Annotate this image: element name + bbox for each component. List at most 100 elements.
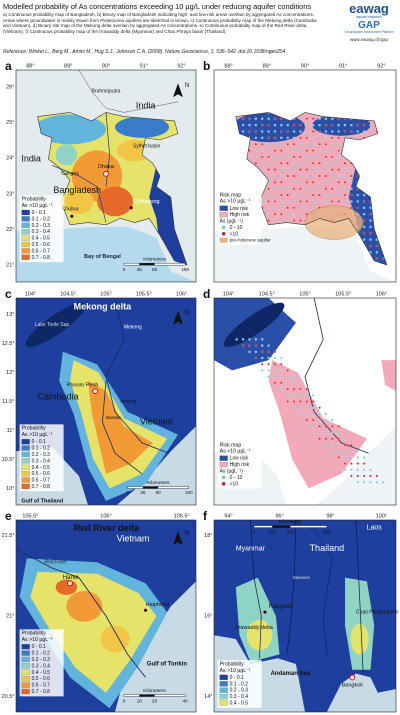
capital-marker — [92, 388, 99, 395]
sample-dot — [286, 142, 289, 146]
legend-swatch — [219, 700, 228, 706]
sample-dot — [311, 123, 315, 127]
sample-dot — [299, 400, 302, 403]
sample-dot — [241, 344, 245, 347]
legend-label: Low risk — [230, 206, 249, 212]
sample-dot — [311, 425, 315, 428]
sample-dot — [337, 155, 340, 159]
sample-dot — [318, 174, 321, 178]
place-label: India — [21, 153, 41, 163]
sample-dot — [337, 130, 340, 133]
sample-dot — [311, 149, 315, 152]
latitude-label: 23° — [6, 191, 14, 197]
map-frame — [213, 519, 397, 713]
legend-label: 0.7 - 0.8 — [32, 689, 51, 695]
place-label: Salween — [293, 575, 311, 580]
sample-dot — [261, 356, 264, 360]
map-frame — [15, 69, 197, 283]
sample-dot — [362, 462, 366, 465]
scale-label: 50 — [156, 490, 162, 495]
north-label: N — [185, 310, 189, 316]
map-area — [100, 625, 130, 653]
sample-dot — [286, 123, 289, 127]
legend-swatch — [219, 681, 228, 687]
sample-dot — [280, 206, 283, 209]
sample-dot — [362, 123, 366, 127]
sample-dot — [369, 244, 372, 248]
longitude-label: 88° — [224, 63, 232, 69]
north-label: N — [185, 531, 189, 537]
sample-dot — [331, 449, 334, 453]
legend-subtitle: As >10 µgL⁻¹ — [220, 668, 251, 674]
latitude-label: 20.5° — [2, 694, 15, 700]
outline — [235, 112, 388, 266]
sample-dot — [305, 400, 309, 403]
sample-dot — [337, 456, 340, 459]
sample-dot — [280, 181, 283, 184]
legend-dot — [221, 232, 226, 236]
legend-label: 0.4 - 0.5 — [32, 465, 51, 471]
sample-dot — [318, 412, 321, 416]
sample-dot — [324, 117, 328, 120]
sample-dot — [318, 425, 321, 428]
legend-title: Probability — [22, 631, 47, 637]
sample-dot — [318, 193, 321, 197]
city-marker — [263, 610, 267, 614]
sample-dot — [305, 123, 309, 127]
map-area — [37, 114, 106, 145]
scale-title: Kilometers — [143, 256, 166, 262]
legend-swatch — [21, 682, 30, 688]
sample-dot — [267, 350, 270, 354]
sample-dot — [267, 136, 270, 140]
sample-dot — [292, 130, 296, 133]
longitude-label: 105° — [100, 291, 111, 297]
sample-dot — [292, 219, 296, 222]
sample-dot — [254, 130, 258, 133]
sample-dot — [235, 338, 238, 341]
map-area — [97, 186, 133, 217]
sample-dot — [254, 117, 258, 120]
sample-dot — [292, 187, 296, 190]
legend-label: 0.6 - 0.7 — [32, 683, 51, 689]
sample-dot — [311, 400, 315, 403]
sample-dot — [375, 251, 379, 254]
sample-dot — [369, 130, 372, 133]
capital-marker — [67, 580, 73, 587]
sample-dot — [280, 174, 283, 178]
sample-dot — [305, 181, 309, 184]
sample-dot — [337, 162, 340, 165]
sample-dot — [267, 356, 270, 360]
sample-dot — [267, 200, 270, 203]
sample-dot — [305, 130, 309, 133]
sample-dot — [286, 149, 289, 152]
sample-dot — [343, 168, 347, 171]
place-label: Cambodia — [38, 392, 79, 402]
sample-dot — [280, 187, 283, 190]
place-label: Hanoi — [63, 575, 79, 581]
legend-title: Risk map — [220, 442, 242, 448]
sample-dot — [267, 174, 270, 178]
sample-dot — [324, 155, 328, 159]
sample-dot — [350, 168, 353, 171]
sample-dot — [337, 443, 340, 447]
legend-label: Low risk — [230, 456, 249, 462]
sample-dot — [273, 155, 277, 159]
sample-dot — [331, 142, 334, 146]
sample-dot — [343, 181, 347, 184]
sample-dot — [350, 181, 353, 184]
sample-dot — [375, 474, 379, 478]
map-area — [268, 360, 367, 489]
scale-label: 0 — [253, 529, 256, 534]
sample-dot — [292, 375, 296, 378]
legend-label: 0.6 - 0.7 — [32, 478, 51, 484]
sample-dot — [292, 200, 296, 203]
place-label: Bassac — [106, 415, 122, 420]
sample-dot — [292, 136, 296, 140]
sample-dot — [305, 206, 309, 209]
legend-title: Risk map — [220, 192, 242, 198]
sample-dot — [280, 149, 283, 152]
sample-dot — [362, 130, 366, 133]
legend-label: 0.1 - 0.2 — [32, 216, 51, 222]
sample-dot — [280, 381, 283, 385]
